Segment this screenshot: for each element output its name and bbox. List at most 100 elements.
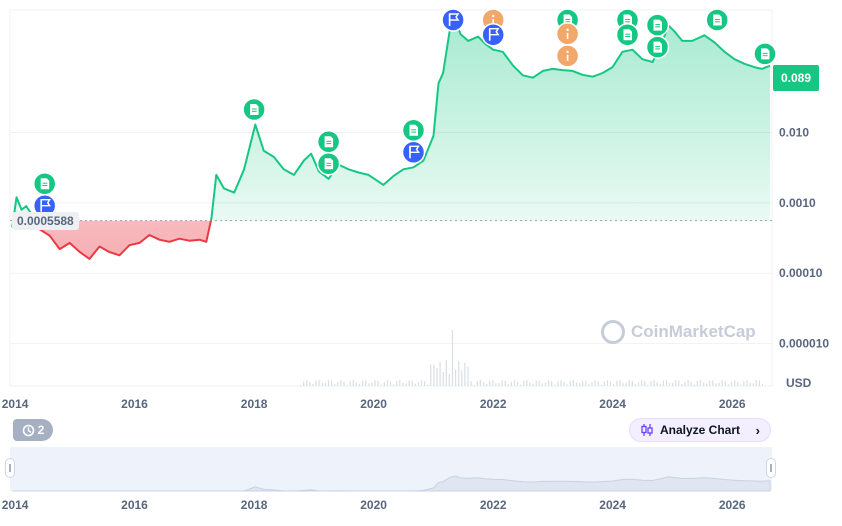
volume-bar	[563, 381, 565, 386]
volume-bar	[318, 380, 320, 386]
x-tick-label: 2020	[360, 397, 387, 411]
navigator-x-tick-label: 2022	[480, 498, 507, 512]
volume-bar	[303, 381, 305, 386]
volume-bar	[389, 381, 392, 386]
candlestick-icon	[641, 424, 653, 436]
volume-bar	[327, 380, 330, 386]
event-info-icon[interactable]	[555, 44, 580, 68]
event-document-icon[interactable]	[316, 152, 341, 176]
navigator-left-handle[interactable]	[5, 458, 15, 478]
volume-bar	[637, 382, 640, 386]
volume-bar	[644, 381, 646, 386]
events-count: 2	[37, 423, 45, 437]
volume-bar	[402, 382, 404, 386]
navigator[interactable]	[10, 447, 772, 492]
volume-bar	[737, 381, 739, 386]
volume-bar	[709, 380, 711, 386]
volume-bar	[606, 380, 609, 386]
navigator-x-tick-label: 2020	[360, 498, 387, 512]
event-document-icon[interactable]	[645, 13, 670, 37]
volume-bar	[371, 382, 373, 386]
event-flag-icon[interactable]	[441, 8, 465, 32]
volume-bar	[331, 380, 333, 386]
volume-bar	[362, 380, 364, 386]
volume-bar	[634, 383, 636, 386]
volume-bar	[678, 380, 680, 386]
volume-bar	[653, 380, 655, 386]
event-document-icon[interactable]	[705, 8, 729, 32]
volume-bar	[486, 383, 488, 386]
volume-bar	[554, 384, 556, 386]
volume-bar	[532, 383, 534, 386]
analyze-chart-button[interactable]: Analyze Chart ›	[629, 418, 771, 442]
volume-bar	[377, 380, 379, 386]
event-document-icon[interactable]	[753, 42, 777, 66]
volume-bar	[321, 383, 323, 386]
volume-bar	[442, 372, 444, 386]
events-toggle-button[interactable]: 2	[13, 419, 53, 441]
volume-bar	[309, 382, 311, 386]
event-document-icon[interactable]	[615, 22, 640, 47]
volume-bar	[374, 380, 376, 386]
volume-bar	[715, 383, 717, 386]
volume-bar	[566, 384, 568, 386]
volume-bars	[300, 330, 764, 386]
volume-bar	[501, 380, 503, 386]
volume-bar	[746, 380, 748, 386]
volume-bar	[523, 381, 525, 386]
volume-bar	[337, 381, 339, 386]
y-tick-label: 0.000010	[779, 337, 829, 351]
volume-bar	[734, 380, 736, 386]
volume-bar	[613, 384, 615, 386]
event-markers[interactable]	[32, 8, 777, 218]
volume-bar	[619, 380, 621, 386]
volume-bar	[535, 380, 537, 386]
volume-bar	[622, 382, 624, 386]
volume-bar	[513, 380, 516, 386]
y-tick-label: 0.00010	[779, 266, 823, 280]
navigator-x-tick-label: 2026	[719, 498, 746, 512]
volume-bar	[641, 380, 643, 386]
volume-bar	[659, 383, 661, 386]
volume-bar	[740, 384, 742, 386]
volume-bar	[544, 382, 547, 386]
price-area	[0, 0, 772, 260]
volume-bar	[479, 380, 481, 386]
volume-bar	[405, 383, 407, 386]
event-document-icon[interactable]	[645, 35, 670, 59]
volume-bar	[352, 380, 354, 386]
volume-bar	[668, 383, 671, 386]
volume-bar	[510, 381, 512, 386]
event-document-icon[interactable]	[316, 130, 341, 154]
volume-bar	[761, 383, 764, 386]
volume-bar	[585, 380, 587, 386]
volume-bar	[721, 380, 723, 386]
event-flag-icon[interactable]	[401, 140, 426, 165]
volume-bar	[411, 380, 413, 386]
volume-bar	[396, 380, 398, 386]
volume-bar	[712, 380, 714, 386]
volume-bar	[730, 381, 733, 386]
event-flag-icon[interactable]	[32, 193, 57, 218]
event-document-icon[interactable]	[32, 171, 57, 196]
event-info-icon[interactable]	[555, 22, 580, 46]
volume-bar	[445, 360, 447, 386]
volume-bar	[591, 382, 593, 386]
volume-bar	[597, 381, 599, 386]
volume-bar	[427, 384, 429, 386]
volume-bar	[727, 384, 729, 386]
event-document-icon[interactable]	[401, 118, 426, 143]
volume-bar	[399, 380, 401, 386]
y-tick-label: 0.0010	[779, 196, 816, 210]
volume-bar	[529, 382, 531, 386]
navigator-right-handle[interactable]	[766, 458, 776, 478]
volume-bar	[455, 369, 457, 386]
event-document-icon[interactable]	[242, 97, 266, 122]
volume-bar	[718, 382, 720, 386]
volume-bar	[752, 383, 754, 386]
volume-bar	[393, 384, 395, 386]
event-flag-icon[interactable]	[481, 22, 505, 47]
volume-bar	[681, 384, 683, 386]
volume-bar	[492, 380, 494, 386]
